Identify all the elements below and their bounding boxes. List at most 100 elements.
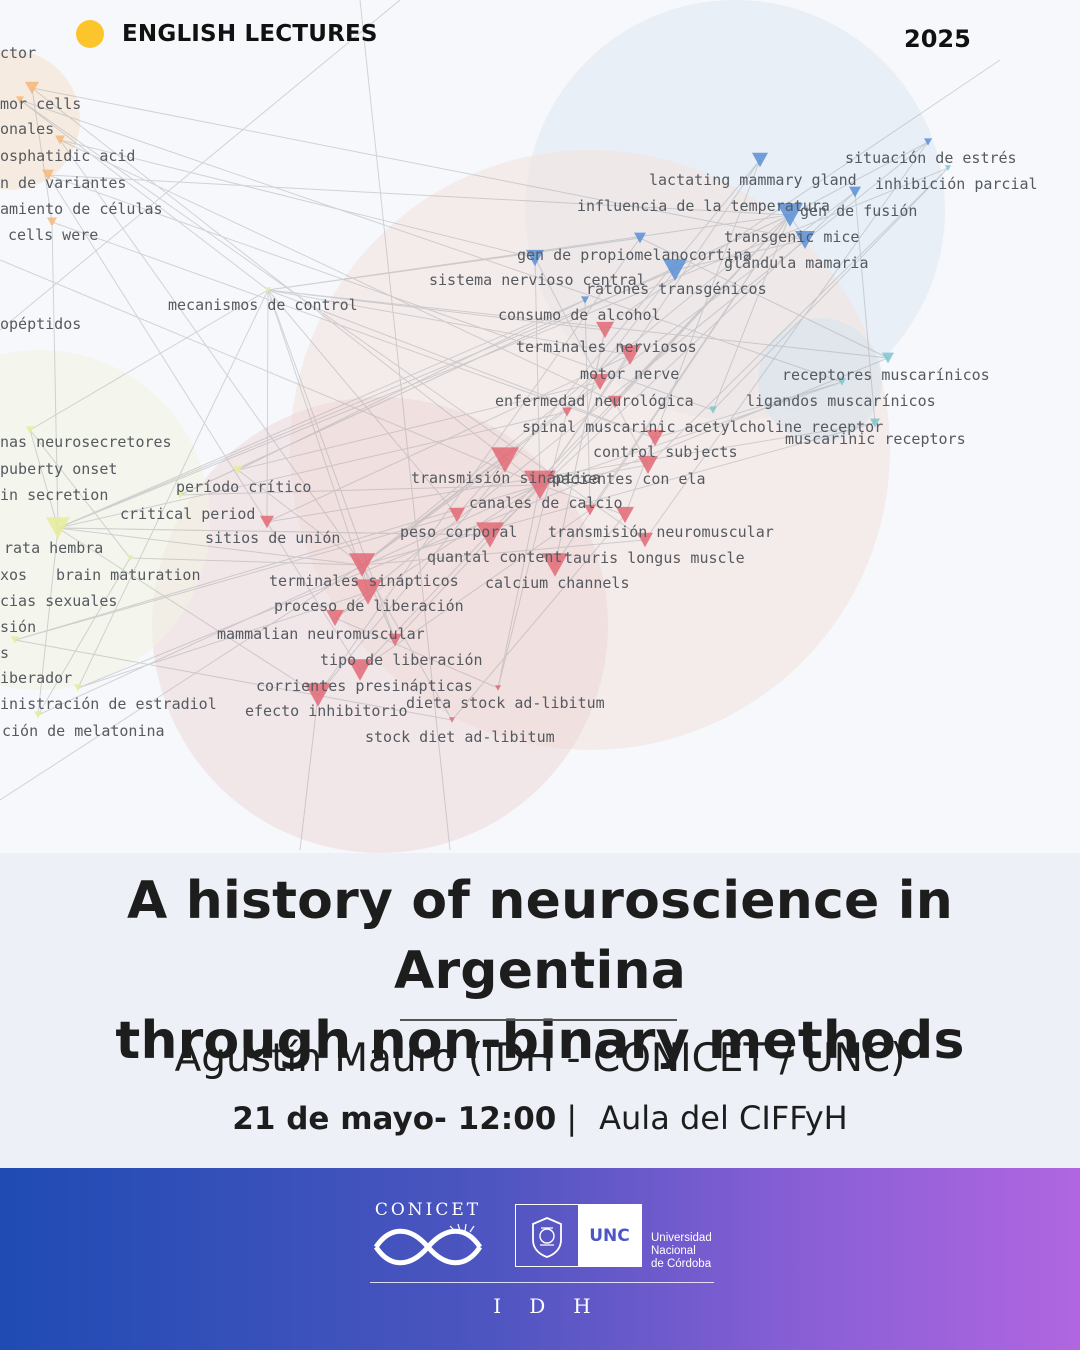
unc-logo: UNC [515, 1204, 642, 1267]
network-node-cyan [709, 406, 717, 414]
network-node-red [476, 522, 504, 548]
network-edge [554, 329, 606, 566]
network-node-red [616, 506, 634, 524]
network-term-label: tipo de liberación [320, 651, 483, 669]
network-edge [361, 459, 506, 566]
unc-name-line: Nacional [651, 1245, 696, 1257]
network-edge [179, 214, 791, 496]
network-edge [317, 237, 641, 696]
network-term-label: nas neurosecretores [0, 433, 172, 451]
network-term-label: amiento de células [0, 200, 163, 218]
network-term-label: xos [0, 566, 27, 584]
network-term-label: dieta stock ad-libitum [406, 694, 605, 712]
network-node-red [562, 407, 572, 417]
schedule-separator: | [566, 1099, 578, 1137]
network-edge [566, 269, 676, 413]
network-term-label: quantal content [427, 548, 562, 566]
network-term-label: transmisión neuromuscular [548, 523, 774, 541]
network-node-yellow [26, 426, 34, 434]
network-edge [534, 257, 601, 383]
idh-wordmark: IDH [493, 1294, 619, 1318]
network-term-label: transmisión sináptica [411, 469, 601, 487]
network-edge [854, 191, 876, 424]
network-edge [534, 257, 541, 486]
title-line-2: through non-binary methods [115, 1011, 965, 1071]
network-edge [456, 459, 506, 516]
network-term-label: lactating mammary gland [649, 171, 857, 189]
network-term-label: influencia de la temperatura [577, 197, 830, 215]
network-term-label: terminales sinápticos [269, 572, 459, 590]
network-edge [712, 167, 949, 411]
network-edge [334, 141, 929, 619]
unc-seal-icon [516, 1205, 578, 1266]
conicet-wordmark: CONICET [374, 1200, 482, 1220]
network-node-yellow [265, 287, 271, 293]
network-term-label: opéptidos [0, 315, 81, 333]
network-node-red [348, 659, 372, 681]
yellow-dot-icon [76, 20, 104, 48]
network-edge [51, 221, 59, 529]
network-edge [14, 514, 458, 641]
network-node-red [349, 553, 375, 577]
network-term-label: ratones transgénicos [586, 280, 767, 298]
network-node-blue [924, 138, 932, 146]
network-edge [237, 469, 363, 566]
network-node-red [388, 633, 402, 647]
network-term-label: spinal muscarinic acetylcholine receptor [522, 418, 883, 436]
network-term-label: muscarinic receptors [785, 430, 966, 448]
network-edge [394, 484, 541, 641]
network-term-label: terminales nerviosos [516, 338, 697, 356]
network-node-orange [42, 169, 54, 181]
network-node-red [637, 532, 653, 548]
network-edge [59, 139, 363, 566]
network-edge [539, 464, 649, 486]
network-edge [47, 174, 714, 411]
network-edge [19, 99, 843, 383]
network-node-orange [16, 96, 24, 104]
network-term-label: rata hembra [4, 539, 103, 557]
network-node-red [326, 609, 344, 627]
network-edge [359, 0, 451, 851]
network-term-label: gen de propiomelanocortina [517, 246, 752, 264]
network-edge [267, 289, 369, 593]
network-node-cyan [945, 165, 951, 171]
network-edge [317, 159, 761, 696]
network-term-label: n de variantes [0, 174, 126, 192]
network-term-label: brain maturation [56, 566, 201, 584]
network-edge [266, 354, 631, 523]
network-edge [179, 214, 791, 496]
network-edge [57, 269, 676, 529]
network-term-label: tauris longus muscle [564, 549, 745, 567]
network-term-label: iberador [0, 669, 72, 687]
network-edge [29, 429, 131, 559]
network-edge [589, 214, 791, 511]
network-edge [712, 214, 791, 411]
network-edge [624, 159, 761, 516]
network-term-label: mor cells [0, 95, 81, 113]
network-node-orange [47, 217, 57, 227]
network-edge [361, 422, 876, 566]
unc-name-line: de Córdoba [651, 1258, 712, 1270]
network-term-label: inistración de estradiol [0, 695, 217, 713]
network-node-red [619, 345, 641, 365]
network-node-blue [752, 152, 768, 168]
network-edge [674, 239, 806, 271]
network-node-red [449, 507, 465, 523]
network-edge [539, 159, 761, 486]
network-edge [334, 617, 499, 689]
network-edge [599, 59, 1001, 331]
network-term-label: ligandos muscarínicos [746, 392, 936, 410]
network-edge [59, 139, 616, 403]
network-node-yellow [127, 555, 133, 561]
network-edge [554, 329, 606, 566]
title-divider [400, 1019, 677, 1021]
network-edge [0, 259, 541, 486]
network-edge [361, 381, 601, 566]
network-edge [57, 527, 491, 536]
network-node-yellow [11, 636, 19, 644]
network-node-orange [55, 135, 65, 145]
network-node-orange [25, 81, 39, 95]
network-edge [361, 191, 856, 566]
network-edge [614, 214, 791, 403]
network-edge [47, 174, 361, 671]
